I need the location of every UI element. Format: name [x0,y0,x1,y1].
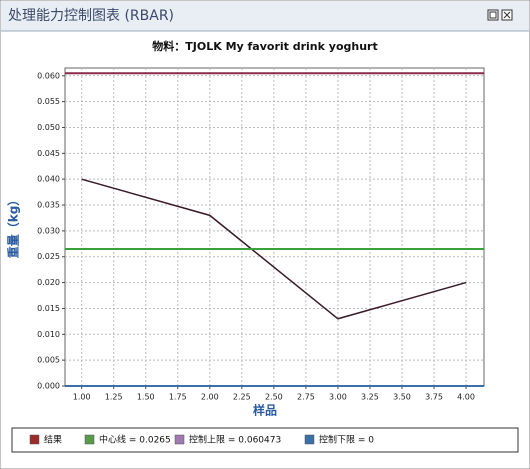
restore-icon[interactable] [487,9,499,21]
y-tick-label: 0.010 [37,330,60,339]
result-line [81,178,467,320]
x-tick-label: 3.50 [393,393,411,402]
x-tick-label: 1.75 [169,393,187,402]
x-tick-label: 3.75 [425,393,443,402]
y-tick-label: 0.015 [37,304,60,313]
x-tick-label: 2.00 [201,393,219,402]
y-tick-label: 0.025 [37,252,60,261]
legend-label: 结果 [44,434,62,446]
restore-button[interactable] [487,9,499,21]
x-axis-label: 样品 [253,403,277,418]
legend-swatch [174,434,185,445]
x-tick-label: 2.25 [233,393,251,402]
x-tick-label: 1.00 [73,393,91,402]
legend-swatch [304,434,315,445]
y-tick-label: 0.040 [37,175,60,184]
chart-title: 物料：TJOLK My favorit drink yoghurt [152,39,377,53]
y-tick-label: 0.000 [37,382,60,391]
legend-swatch [29,434,40,445]
legend-label: 中心线 = 0.0265 [99,434,171,446]
y-tick-label: 0.035 [37,201,60,210]
legend-label: 控制下限 = 0 [319,434,374,446]
legend-label: 控制上限 = 0.060473 [189,434,281,446]
y-tick-label: 0.030 [37,226,60,235]
x-tick-label: 1.50 [137,393,155,402]
x-tick-label: 3.00 [329,393,347,402]
y-tick-label: 0.060 [37,71,60,80]
y-tick-label: 0.045 [37,149,60,158]
close-button[interactable] [501,9,513,21]
y-axis-label: 重量（kg） [6,194,21,259]
y-tick-label: 0.050 [37,123,60,132]
title-bar [1,1,529,31]
legend-swatch [84,434,95,445]
y-tick-label: 0.005 [37,356,60,365]
plot-area [64,67,485,387]
x-tick-label: 1.25 [105,393,123,402]
x-tick-label: 4.00 [457,393,475,402]
close-icon-x[interactable] [503,11,511,19]
x-tick-label: 3.25 [361,393,379,402]
x-tick-label: 2.75 [297,393,315,402]
x-tick-label: 2.50 [265,393,283,402]
y-tick-label: 0.055 [37,97,60,106]
restore-icon-inner[interactable] [489,11,497,19]
y-tick-label: 0.020 [37,278,60,287]
window-title: 处理能力控制图表 (RBAR) [8,8,174,24]
legend-box [11,427,519,453]
